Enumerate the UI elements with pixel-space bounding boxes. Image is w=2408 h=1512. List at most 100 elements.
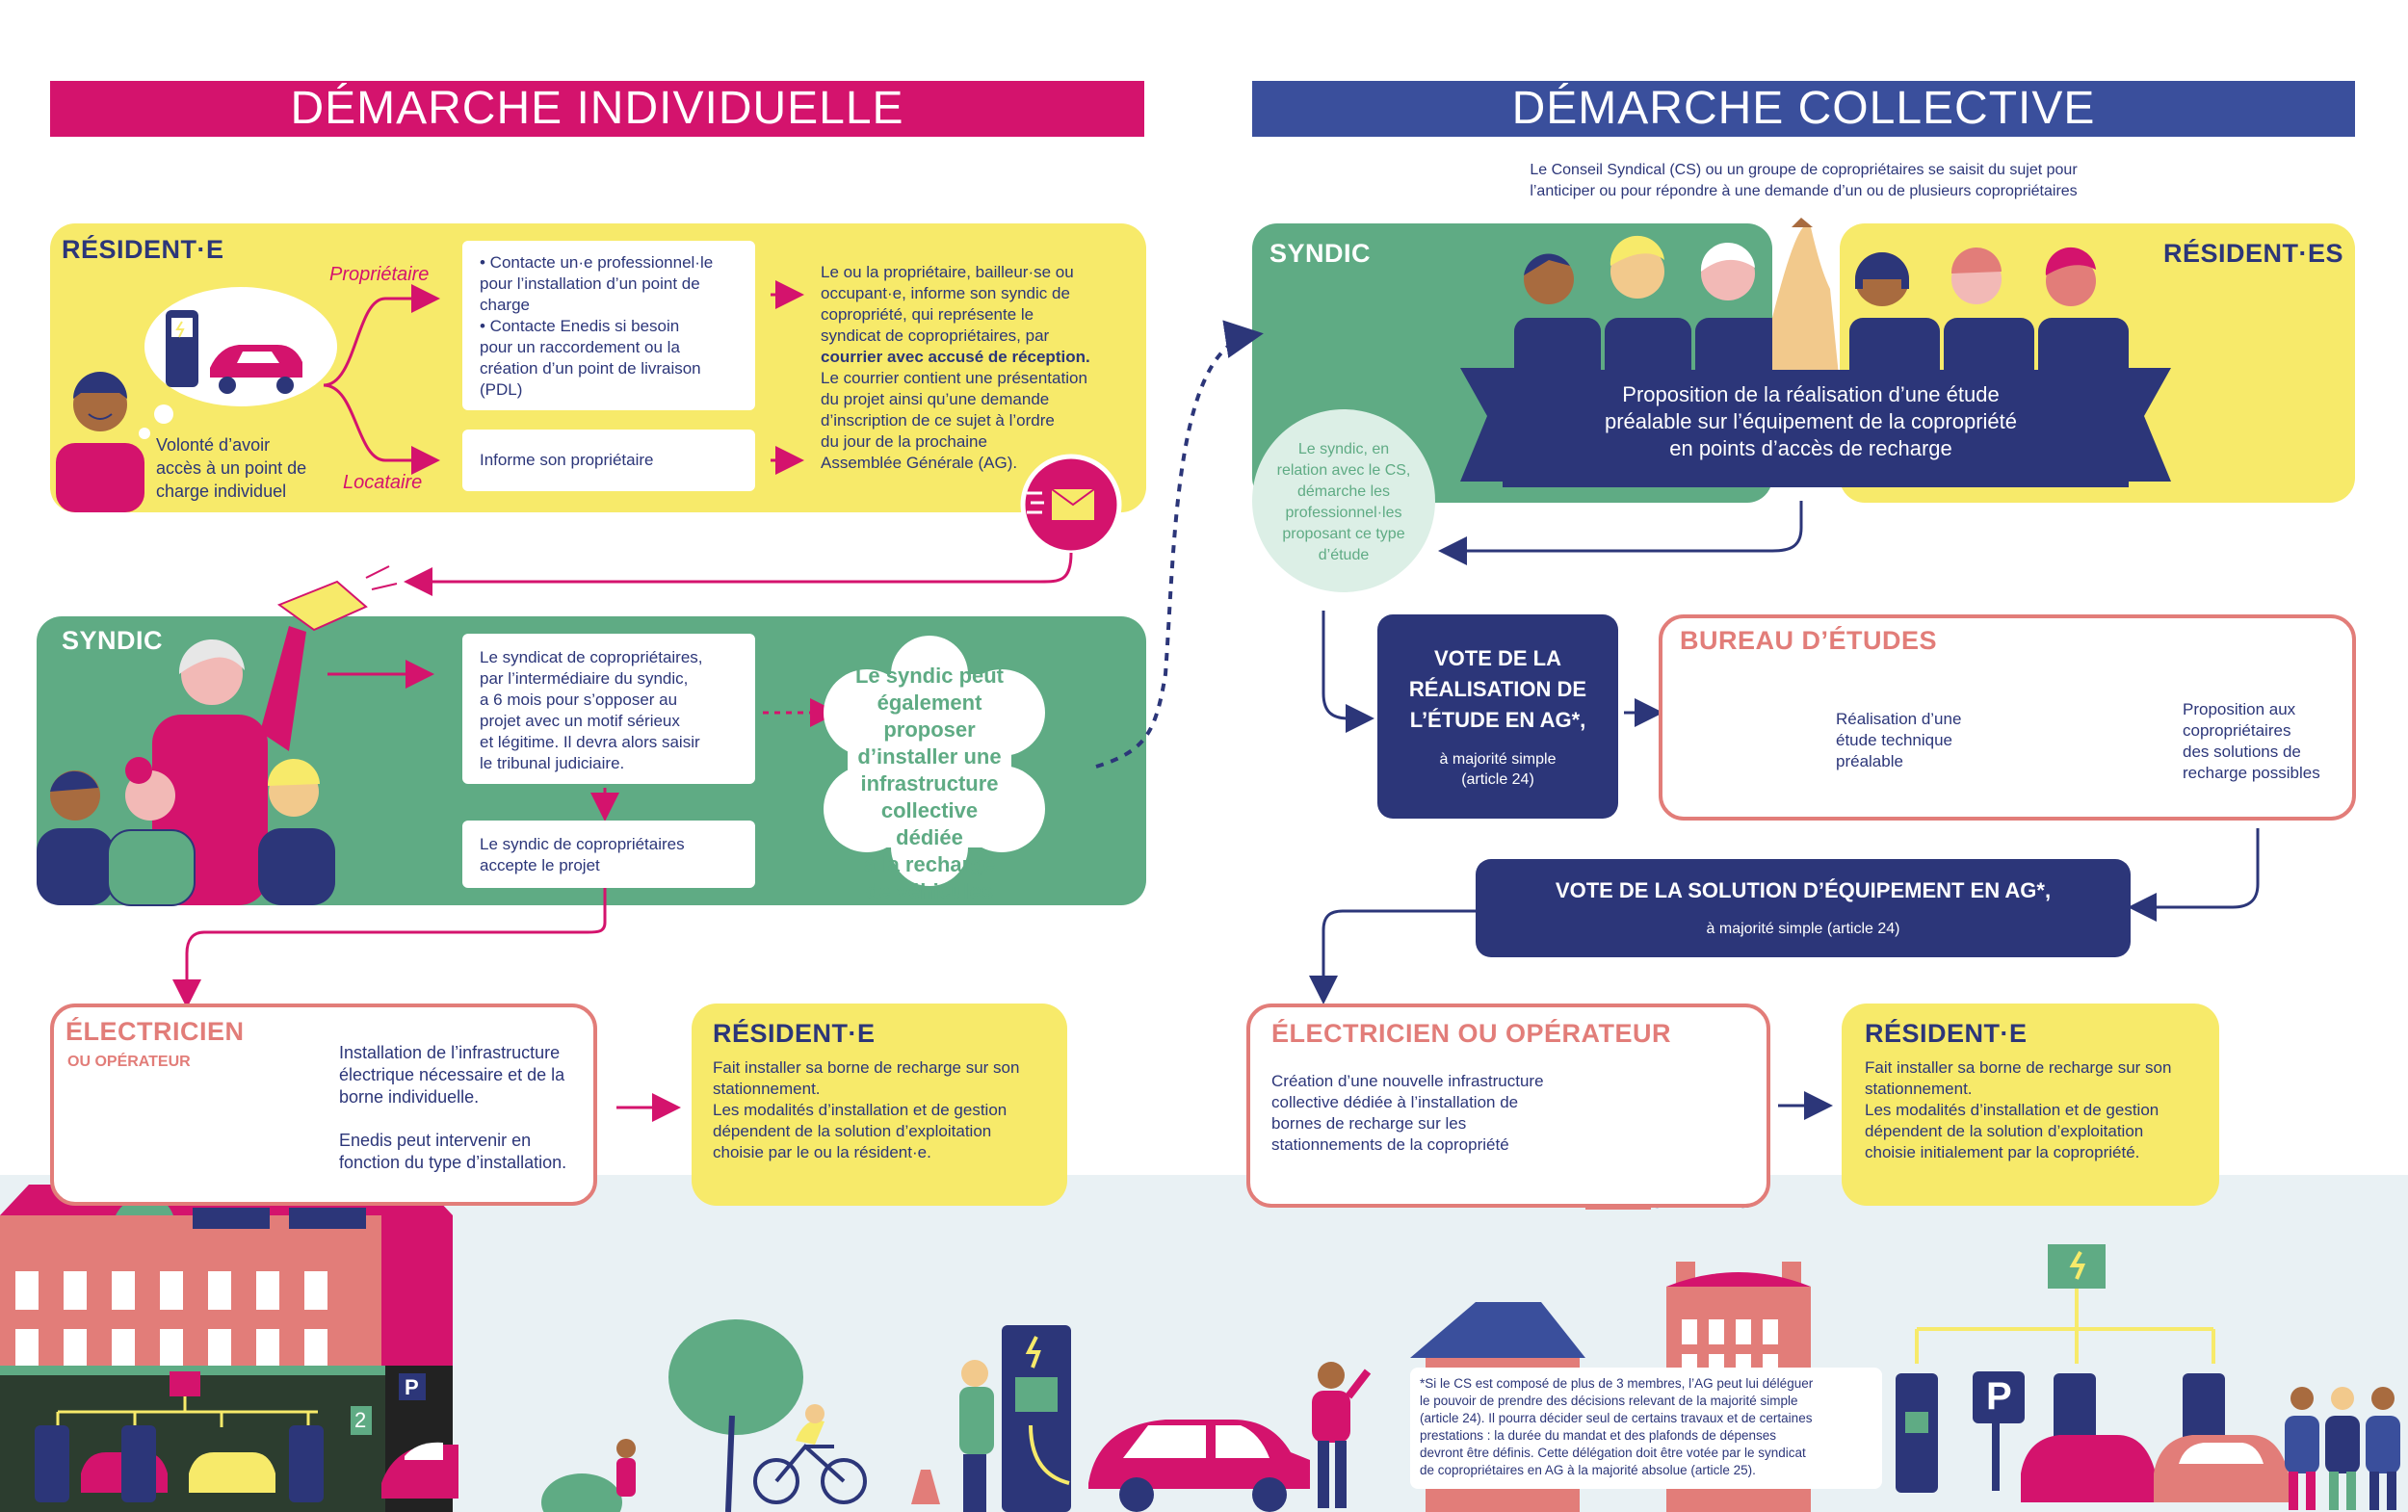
bureau-title: BUREAU D’ÉTUDES — [1680, 626, 1938, 655]
collective-electrician-panel — [1246, 1004, 1770, 1208]
electrician-line: Enedis peut intervenir en — [339, 1131, 532, 1150]
opposition-line: par l’intermédiaire du syndic, — [480, 669, 689, 688]
resident-avatar — [56, 372, 144, 512]
garage-number: 2 — [354, 1408, 367, 1432]
letter-line: Assemblée Générale (AG). — [821, 454, 1018, 472]
vote-study-title-line: VOTE DE LA — [1433, 646, 1561, 670]
cloud-line: collective dédiée — [880, 798, 979, 849]
tenant-action-text: Informe son propriétaire — [480, 451, 654, 469]
opposition-box: Le syndicat de copropriétaires, par l’in… — [462, 634, 755, 784]
electrician-line: Installation de l’infrastructure — [339, 1043, 561, 1062]
bureau-step1: Réalisation d’une étude technique préala… — [1836, 709, 1961, 772]
accept-line: Le syndic de copropriétaires — [480, 835, 685, 853]
cloud-line: infrastructure — [860, 771, 999, 795]
syndic-cloud-text: Le syndic peut également proposer d’inst… — [848, 663, 1011, 905]
resident-end-text: Fait installer sa borne de recharge sur … — [713, 1057, 1019, 1163]
opposition-line: et légitime. Il devra alors saisir — [480, 733, 700, 751]
bureau-panel — [1659, 614, 2356, 821]
resident-wish-line: Volonté d’avoir — [156, 435, 271, 455]
footnote-line: de copropriétaires en AG à la majorité a… — [1420, 1463, 1756, 1477]
owner-action-line: (PDL) — [480, 380, 523, 399]
envelope-icon — [1020, 454, 1122, 556]
electrician-panel — [50, 1004, 597, 1206]
apartment-building — [0, 1185, 458, 1512]
resident-end-line: dépendent de la solution d’exploitation — [713, 1122, 992, 1140]
ribbon-text: Proposition de la réalisation d’une étud… — [1541, 381, 2081, 462]
individual-banner-title: DÉMARCHE INDIVIDUELLE — [290, 83, 904, 134]
vote-study-title-line: L’ÉTUDE EN AG*, — [1409, 708, 1586, 732]
vote-study-sub: à majorité simple (article 24) — [1377, 749, 1618, 790]
syndic-note: Le syndic, en relation avec le CS, démar… — [1271, 439, 1416, 566]
syndic-note-line: Le syndic, en — [1297, 441, 1390, 457]
collective-electrician-text: Création d’une nouvelle infrastructure c… — [1271, 1071, 1544, 1156]
solar-panel-icon — [193, 1208, 270, 1229]
collective-banner-title: DÉMARCHE COLLECTIVE — [1511, 83, 2096, 134]
letter-lines: Le ou la propriétaire, bailleur·se ou occ… — [821, 262, 1139, 474]
collective-resident-end-text: Fait installer sa borne de recharge sur … — [1865, 1057, 2171, 1163]
tenant-action-box: Informe son propriétaire — [462, 430, 755, 491]
resident-end-panel — [692, 1004, 1067, 1206]
ribbon-line: en points d’accès de recharge — [1669, 436, 1952, 460]
footnote-box: *Si le CS est composé de plus de 3 membr… — [1410, 1368, 1882, 1489]
opposition-line: Le syndicat de copropriétaires, — [480, 648, 703, 666]
syndic-note-line: d’étude — [1318, 547, 1370, 563]
vote-study-sub-line: à majorité simple — [1439, 751, 1557, 768]
resident-title: RÉSIDENT·E — [62, 235, 224, 264]
vote-solution-box — [1476, 859, 2131, 957]
electrician-line: borne individuelle. — [339, 1087, 480, 1107]
bureau-step1-line: étude technique — [1836, 731, 1952, 749]
vote-study-box — [1377, 614, 1618, 819]
collective-residents-title: RÉSIDENT·ES — [2163, 239, 2344, 268]
letter-line: syndicat de copropriétaires, par — [821, 326, 1050, 345]
cloud-line: de véhicules — [865, 879, 994, 903]
electrician-text: Installation de l’infrastructure électri… — [339, 1042, 566, 1174]
syndic-note-line: professionnel·les — [1285, 505, 1402, 521]
footnote-line: le pouvoir de prendre des décisions rele… — [1420, 1394, 1798, 1408]
letter-line: Le courrier contient une présentation — [821, 369, 1087, 387]
collective-electrician-line: bornes de recharge sur les — [1271, 1114, 1467, 1133]
bureau-step2: Proposition aux copropriétaires des solu… — [2183, 699, 2320, 784]
cyclist — [753, 1404, 867, 1504]
individual-banner: DÉMARCHE INDIVIDUELLE — [50, 81, 1144, 137]
collective-intro: Le Conseil Syndical (CS) ou un groupe de… — [1252, 160, 2355, 202]
letter-line: du jour de la prochaine — [821, 432, 987, 451]
electrician-line: électrique nécessaire et de la — [339, 1065, 565, 1084]
collective-intro-line: Le Conseil Syndical (CS) ou un groupe de… — [1530, 162, 2078, 178]
vote-study-title: VOTE DE LA RÉALISATION DE L’ÉTUDE EN AG*… — [1377, 643, 1618, 736]
collective-electrician-line: Création d’une nouvelle infrastructure — [1271, 1072, 1544, 1090]
vote-solution-sub: à majorité simple (article 24) — [1706, 921, 1900, 937]
syndic-people — [37, 565, 398, 906]
collective-banner: DÉMARCHE COLLECTIVE — [1252, 81, 2355, 137]
flying-letter-icon — [276, 580, 368, 632]
collective-resident-end-title: RÉSIDENT·E — [1865, 1019, 2028, 1048]
resident-end-title: RÉSIDENT·E — [713, 1019, 876, 1048]
resident-end-line: Les modalités d’installation et de gesti… — [713, 1101, 1008, 1119]
letter-line: courrier avec accusé de réception. — [821, 348, 1090, 366]
letter-line: du projet ainsi qu’une demande — [821, 390, 1050, 408]
resident-end-line: stationnement. — [713, 1080, 821, 1098]
bureau-step2-line: Proposition aux — [2183, 700, 2296, 718]
cloud-shape — [824, 636, 1045, 886]
bureau-step1-line: Réalisation d’une — [1836, 710, 1962, 728]
tenant-branch-label: Locataire — [343, 472, 423, 493]
family — [2285, 1387, 2400, 1510]
opposition-line: projet avec un motif sérieux — [480, 712, 680, 730]
letter-line: occupant·e, informe son syndic de — [821, 284, 1070, 302]
collective-electrician-title: ÉLECTRICIEN OU OPÉRATEUR — [1271, 1019, 1672, 1048]
cloud-line: à la recharge — [864, 852, 995, 876]
resident-wish-line: accès à un point de — [156, 458, 307, 478]
building-parking-sign: P — [405, 1375, 419, 1399]
solar-panel-icon — [289, 1208, 366, 1229]
vote-solution-title: VOTE DE LA SOLUTION D’ÉQUIPEMENT EN AG*, — [1555, 878, 2052, 902]
cloud-line: Le syndic peut — [854, 664, 1005, 688]
owner-action-line: pour l’installation d’un point de — [480, 274, 700, 293]
bureau-step2-line: copropriétaires — [2183, 721, 2291, 740]
collective-resident-end-line: choisie initialement par la copropriété. — [1865, 1143, 2140, 1161]
central-car — [1088, 1420, 1310, 1512]
footnote-line: (article 24). Il pourra décider seul de … — [1420, 1411, 1813, 1425]
cloud-line: d’installer une — [857, 744, 1002, 769]
opposition-line: le tribunal judiciaire. — [480, 754, 625, 772]
collective-resident-end-line: Les modalités d’installation et de gesti… — [1865, 1101, 2159, 1119]
syndic-note-line: démarche les — [1296, 483, 1391, 500]
accept-line: accepte le projet — [480, 856, 600, 874]
